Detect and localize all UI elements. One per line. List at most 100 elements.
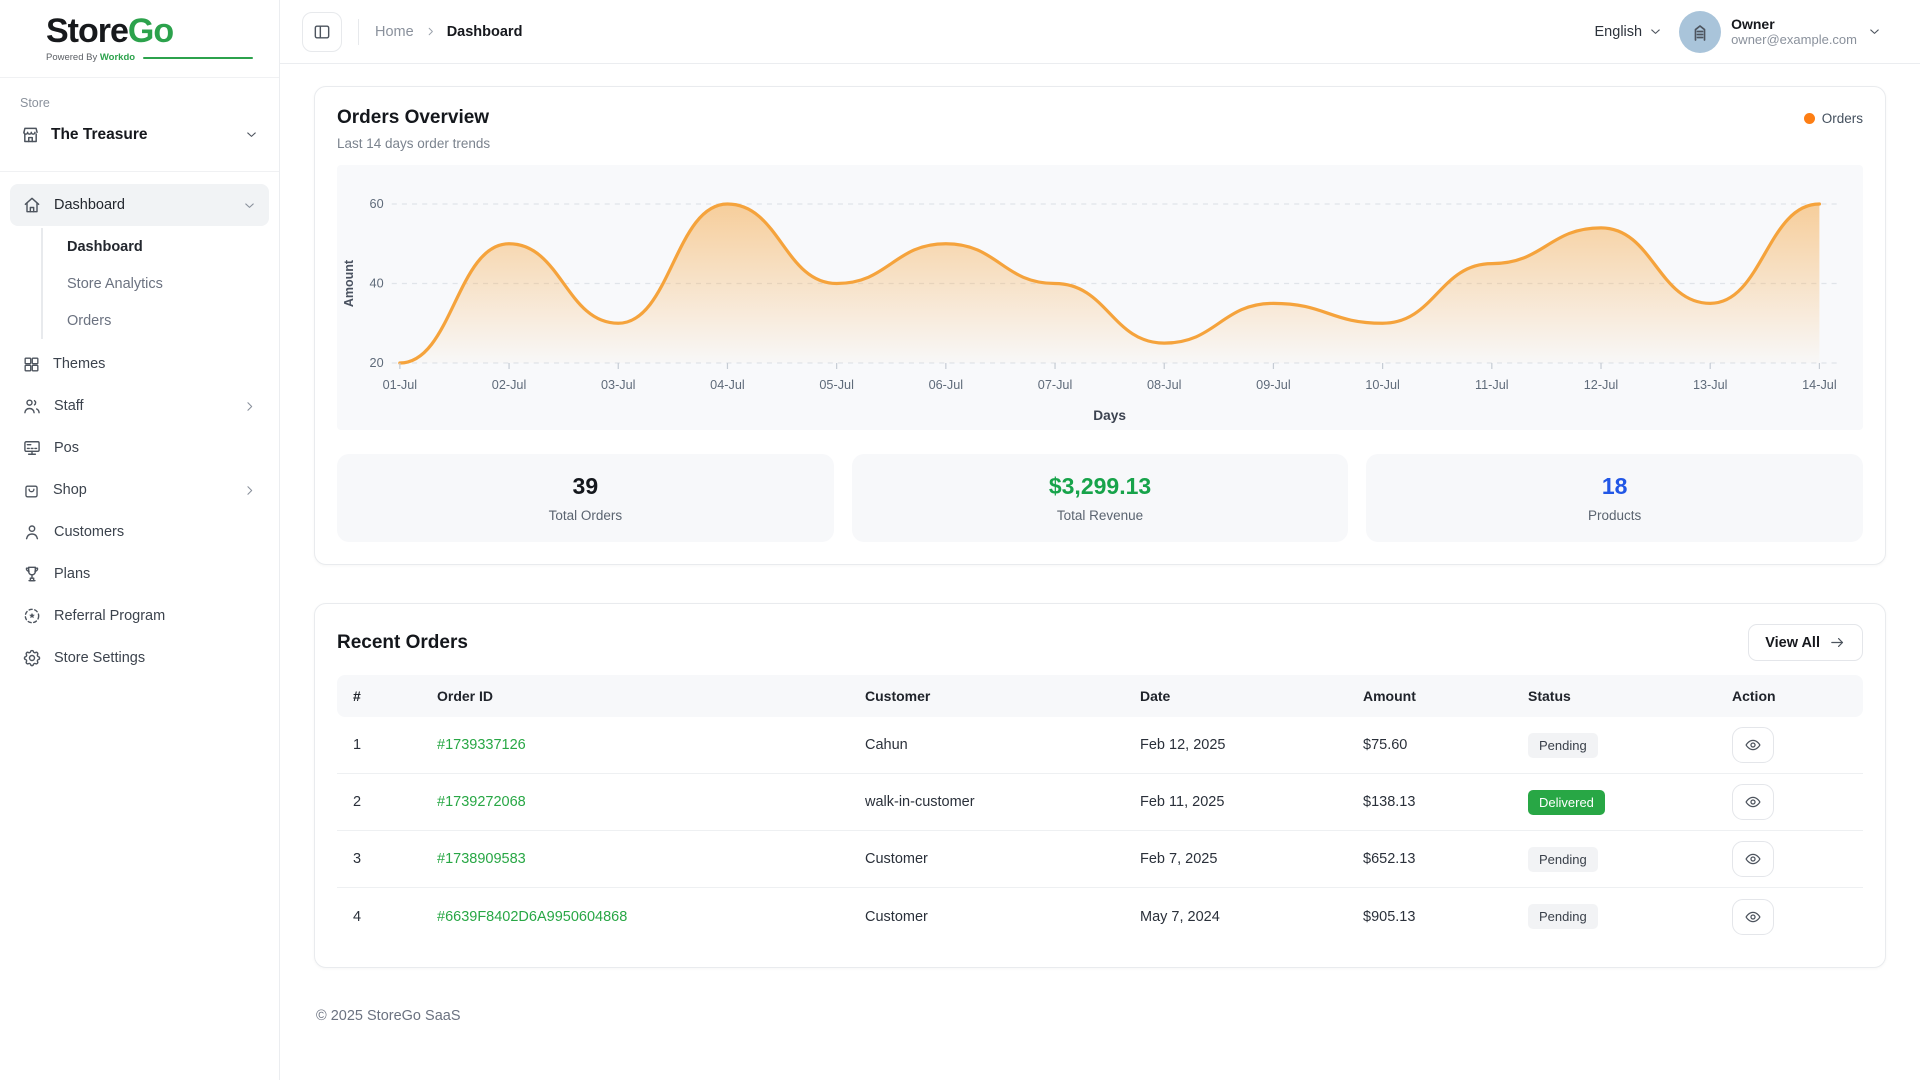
arrow-right-icon — [1829, 634, 1846, 651]
storefront-icon — [20, 124, 41, 145]
stat-value: 18 — [1602, 473, 1628, 500]
building-icon — [1688, 20, 1712, 44]
sidebar-item-label: Referral Program — [54, 608, 257, 624]
chevron-down-icon — [242, 198, 257, 213]
cell-action — [1732, 899, 1863, 935]
cell-amount: $138.13 — [1363, 794, 1528, 810]
view-all-button[interactable]: View All — [1748, 624, 1863, 661]
column-header-date: Date — [1140, 688, 1363, 704]
order-id-link[interactable]: #6639F8402D6A9950604868 — [437, 909, 865, 925]
users-icon — [22, 396, 42, 416]
chevron-right-icon — [242, 483, 257, 498]
cell-action — [1732, 784, 1863, 820]
sidebar-nav: DashboardDashboardStore AnalyticsOrders … — [0, 172, 279, 691]
status-badge: Pending — [1528, 904, 1598, 929]
store-section: Store The Treasure — [0, 78, 279, 172]
logo: StoreGo Powered By Workdo — [0, 0, 279, 78]
pos-icon — [22, 438, 42, 458]
view-order-button[interactable] — [1732, 727, 1774, 763]
column-header-customer: Customer — [865, 688, 1140, 704]
gear-icon — [22, 648, 42, 668]
status-badge: Pending — [1528, 847, 1598, 872]
legend-dot-icon — [1804, 113, 1815, 124]
stat-card-products: 18 Products — [1366, 454, 1863, 542]
order-id-link[interactable]: #1739337126 — [437, 737, 865, 753]
language-selector[interactable]: English — [1595, 24, 1664, 40]
sidebar-item-referral-program[interactable]: Referral Program — [10, 595, 269, 637]
sidebar-subitem-dashboard[interactable]: Dashboard — [43, 228, 269, 265]
store-switcher[interactable]: The Treasure — [20, 124, 259, 165]
svg-text:01-Jul: 01-Jul — [383, 378, 418, 392]
language-label: English — [1595, 24, 1643, 40]
user-menu[interactable]: Owner owner@example.com — [1679, 11, 1882, 53]
svg-text:04-Jul: 04-Jul — [710, 378, 745, 392]
store-section-label: Store — [20, 96, 259, 110]
cell-customer: Customer — [865, 851, 1140, 867]
cell-number: 4 — [337, 909, 437, 925]
stat-label: Products — [1588, 508, 1641, 523]
sidebar-item-shop[interactable]: Shop — [10, 469, 269, 511]
stat-value: 39 — [573, 473, 599, 500]
sidebar-subitem-orders[interactable]: Orders — [43, 302, 269, 339]
breadcrumb-home[interactable]: Home — [375, 24, 414, 40]
sidebar-item-label: Shop — [53, 482, 230, 498]
brand-name-secondary: Go — [128, 12, 173, 50]
view-order-button[interactable] — [1732, 784, 1774, 820]
cell-date: Feb 11, 2025 — [1140, 794, 1363, 810]
svg-text:12-Jul: 12-Jul — [1584, 378, 1619, 392]
store-name: The Treasure — [51, 126, 234, 144]
user-meta: Owner owner@example.com — [1731, 16, 1857, 47]
order-id-link[interactable]: #1739272068 — [437, 794, 865, 810]
status-badge: Pending — [1528, 733, 1598, 758]
svg-text:60: 60 — [370, 197, 384, 211]
cell-date: Feb 12, 2025 — [1140, 737, 1363, 753]
orders-table: #Order IDCustomerDateAmountStatusAction … — [337, 675, 1863, 945]
main-area: Home Dashboard English Owner owner@examp… — [280, 0, 1920, 1080]
grid-icon — [22, 355, 41, 374]
cell-action — [1732, 727, 1863, 763]
header-divider — [358, 19, 359, 45]
sidebar-subitem-store-analytics[interactable]: Store Analytics — [43, 265, 269, 302]
cell-action — [1732, 841, 1863, 877]
brand-logo: StoreGo — [46, 14, 279, 48]
view-order-button[interactable] — [1732, 899, 1774, 935]
svg-text:08-Jul: 08-Jul — [1147, 378, 1182, 392]
svg-text:Amount: Amount — [342, 259, 356, 307]
sidebar-item-label: Store Settings — [54, 650, 257, 666]
stats-row: 39 Total Orders$3,299.13 Total Revenue18… — [337, 454, 1863, 542]
sidebar-item-dashboard[interactable]: Dashboard — [10, 184, 269, 226]
recent-orders-title: Recent Orders — [337, 632, 468, 654]
user-icon — [22, 522, 42, 542]
sidebar-item-customers[interactable]: Customers — [10, 511, 269, 553]
tagline-prefix: Powered By — [46, 52, 97, 63]
cell-number: 1 — [337, 737, 437, 753]
sidebar-item-label: Themes — [53, 356, 257, 372]
column-header-amount: Amount — [1363, 688, 1528, 704]
sidebar-item-pos[interactable]: Pos — [10, 427, 269, 469]
tagline-brand: Workdo — [100, 52, 135, 63]
order-id-link[interactable]: #1738909583 — [437, 851, 865, 867]
legend-label: Orders — [1822, 111, 1863, 126]
sidebar-item-themes[interactable]: Themes — [10, 343, 269, 385]
sidebar-item-label: Pos — [54, 440, 257, 456]
cell-amount: $75.60 — [1363, 737, 1528, 753]
trophy-icon — [22, 564, 42, 584]
column-header-action: Action — [1732, 688, 1863, 704]
column-header-order-id: Order ID — [437, 688, 865, 704]
sidebar-item-staff[interactable]: Staff — [10, 385, 269, 427]
cell-status: Pending — [1528, 904, 1732, 929]
cell-date: Feb 7, 2025 — [1140, 851, 1363, 867]
app-root: StoreGo Powered By Workdo Store The Trea… — [0, 0, 1920, 1080]
sidebar-toggle-button[interactable] — [302, 12, 342, 52]
cell-date: May 7, 2024 — [1140, 909, 1363, 925]
sidebar-item-store-settings[interactable]: Store Settings — [10, 637, 269, 679]
svg-text:02-Jul: 02-Jul — [492, 378, 527, 392]
sidebar-item-label: Plans — [54, 566, 257, 582]
orders-overview-subtitle: Last 14 days order trends — [337, 136, 490, 151]
svg-text:07-Jul: 07-Jul — [1038, 378, 1073, 392]
eye-icon — [1744, 736, 1762, 754]
view-all-label: View All — [1765, 635, 1820, 651]
view-order-button[interactable] — [1732, 841, 1774, 877]
sidebar: StoreGo Powered By Workdo Store The Trea… — [0, 0, 280, 1080]
sidebar-item-plans[interactable]: Plans — [10, 553, 269, 595]
